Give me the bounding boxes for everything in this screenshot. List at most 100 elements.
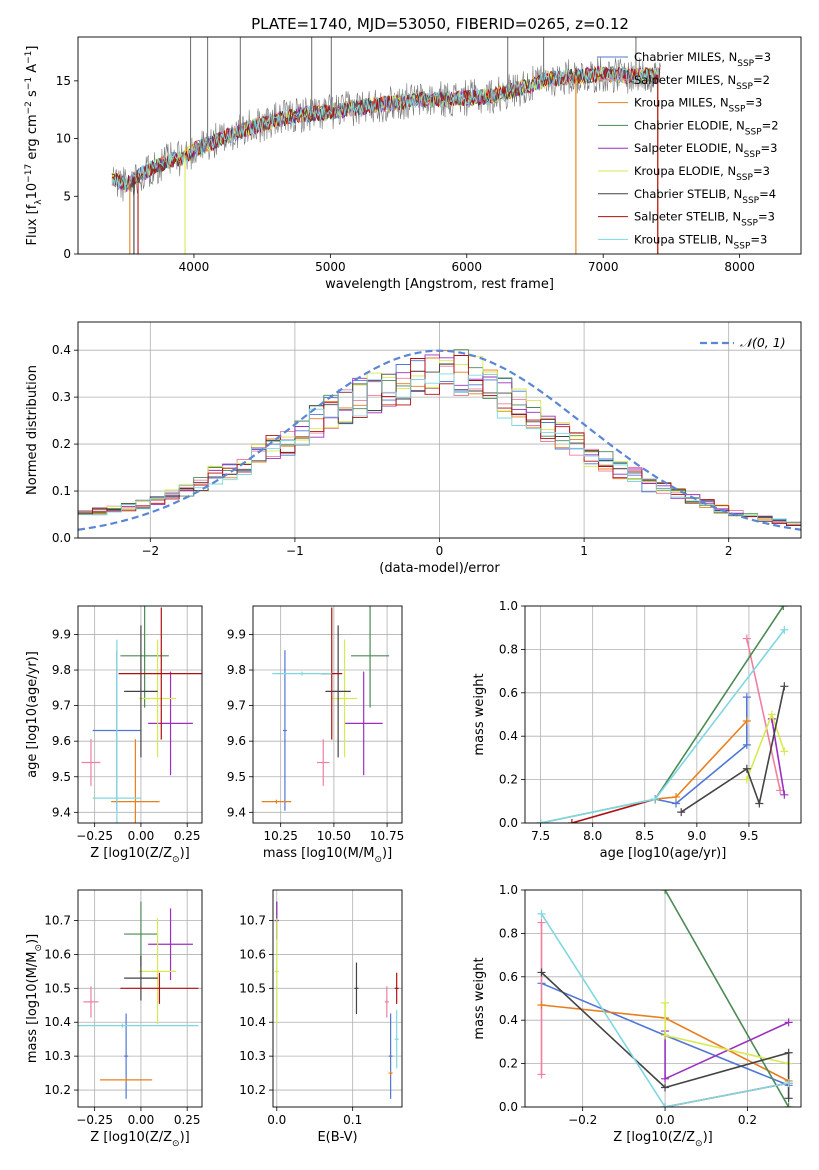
histogram-ytick-label: 0.1	[52, 484, 71, 498]
age-vs-mass-ytick-label: 9.9	[227, 627, 246, 641]
series-marker-5	[780, 747, 789, 756]
age-vs-mass-axes: 10.25 10.50 10.75 9.4 9.5 9.6 9.7 9.8 9.9 mass [l…	[227, 606, 404, 865]
spectrum-legend: Chabrier MILES, NSSP=3 Salpeter MILES, NS…	[598, 50, 779, 251]
mass-vs-EBV-axes: 0.0 0.1 10.2 10.3 10.4 10.5 10.6 10.7 E(B-V)	[239, 890, 402, 1145]
age-vs-mass-ytick-label: 9.6	[227, 734, 246, 748]
series-marker-6	[780, 682, 789, 691]
spectrum-ytick-label: 0	[63, 247, 71, 261]
mass-vs-EBV-xtick-label: 0.0	[267, 1113, 286, 1127]
series-marker-6	[537, 968, 546, 977]
age-vs-mass-ytick-label: 9.8	[227, 663, 246, 677]
histogram-frame	[77, 321, 802, 539]
mass-vs-Z-ytick-label: 10.5	[44, 981, 71, 995]
series-marker-3	[779, 606, 788, 610]
mass-weight-vs-Z-ytick-label: 0.6	[499, 970, 518, 984]
histogram-xlabel: (data-model)/error	[379, 561, 500, 576]
mass-vs-EBV-ytick-label: 10.4	[239, 1015, 266, 1029]
histogram-ytick-label: 0.2	[52, 437, 71, 451]
mass-weight-vs-age-series	[536, 606, 789, 823]
histogram-step-line	[78, 355, 801, 526]
legend-label-5: Kroupa ELODIE, NSSP=3	[634, 164, 770, 183]
series-line-6	[680, 686, 786, 813]
mass-weight-vs-Z-xlabel: Z [log10(Z/Z⊙)]	[613, 1130, 712, 1149]
mass-weight-vs-Z-xtick-label: −0.2	[568, 1113, 597, 1127]
series-marker-5	[742, 775, 751, 784]
mass-vs-Z-ylabel: mass [log10(M/M⊙)]	[25, 934, 44, 1063]
mass-weight-vs-Z-ytick-label: 1.0	[499, 883, 518, 897]
mass-weight-vs-age-ylabel: mass weight	[472, 673, 487, 755]
mass-weight-vs-age-xtick-label: 7.5	[531, 829, 550, 843]
spectrum-ytick-label: 15	[56, 74, 71, 88]
histogram-xtick-label: 1	[580, 544, 588, 558]
mass-vs-Z-ytick-label: 10.3	[44, 1049, 71, 1063]
legend-label-7: Salpeter STELIB, NSSP=3	[634, 210, 775, 229]
histogram-ytick-label: 0.0	[52, 531, 71, 545]
series-marker-4	[661, 1074, 670, 1083]
histogram-series	[78, 349, 801, 531]
series-line-8	[540, 913, 789, 1107]
legend-label-1: Salpeter MILES, NSSP=2	[634, 73, 770, 92]
mass-vs-Z-ytick-label: 10.2	[44, 1083, 71, 1097]
mass-vs-EBV-ytick-label: 10.2	[239, 1083, 266, 1097]
spectrum-xtick-label: 5000	[315, 260, 346, 274]
series-marker-8	[780, 625, 789, 634]
spectrum-xlabel: wavelength [Angstrom, rest frame]	[325, 277, 554, 292]
mass-weight-vs-age-ytick-label: 0.2	[499, 773, 518, 787]
age-vs-Z-xlabel: Z [log10(Z/Z⊙)]	[90, 846, 189, 865]
mass-weight-vs-age-xtick-label: 8.0	[583, 829, 602, 843]
age-vs-mass-points	[261, 606, 390, 811]
age-vs-Z-points	[81, 606, 202, 823]
series-marker-8	[651, 795, 660, 804]
age-vs-Z-xtick-label: 0.25	[174, 829, 201, 843]
age-vs-mass-xtick-label: 10.25	[263, 829, 297, 843]
series-marker-6	[755, 799, 764, 808]
series-marker-5	[767, 710, 776, 719]
mass-vs-EBV-xtick-label: 0.1	[343, 1113, 362, 1127]
series-marker-8	[537, 909, 546, 918]
series-marker-6	[784, 1048, 793, 1057]
histogram-ylabel: Normed distribution	[25, 365, 40, 495]
gaussian-legend-label: 𝒩(0, 1)	[740, 335, 786, 350]
age-vs-Z-ytick-label: 9.6	[52, 734, 71, 748]
mass-vs-EBV-points	[274, 901, 399, 1099]
age-vs-Z-frame	[77, 605, 203, 824]
series-marker-7	[567, 819, 576, 823]
spectrum-xtick-label: 4000	[179, 260, 210, 274]
histogram-xtick-label: −2	[141, 544, 159, 558]
legend-label-4: Salpeter ELODIE, NSSP=3	[634, 141, 777, 160]
histogram-xtick-label: −1	[286, 544, 304, 558]
spectrum-ytick-label: 5	[63, 189, 71, 203]
mass-vs-Z-axes: −0.25 0.00 0.25 10.2 10.3 10.4 10.5 10.6 10.7 Z […	[25, 890, 202, 1149]
series-marker-2	[672, 792, 681, 801]
legend-label-6: Chabrier STELIB, NSSP=4	[634, 187, 776, 206]
mass-vs-Z-ytick-label: 10.7	[44, 914, 71, 928]
spectrum-title: PLATE=1740, MJD=53050, FIBERID=0265, z=0…	[251, 15, 629, 33]
series-marker-3	[661, 890, 670, 894]
mass-vs-Z-ytick-label: 10.4	[44, 1015, 71, 1029]
spectrum-xtick-label: 7000	[588, 260, 619, 274]
age-vs-Z-ytick-label: 9.4	[52, 805, 71, 819]
mass-vs-Z-xlabel: Z [log10(Z/Z⊙)]	[90, 1130, 189, 1149]
series-marker-5	[661, 1031, 670, 1040]
series-marker-4	[780, 790, 789, 799]
histogram-xtick-label: 2	[725, 544, 733, 558]
series-marker-2	[537, 1001, 546, 1010]
legend-label-3: Chabrier ELODIE, NSSP=2	[634, 118, 779, 137]
histogram-step-line	[78, 373, 801, 523]
age-vs-Z-xtick-label: 0.00	[128, 829, 155, 843]
series-marker-8	[661, 1103, 670, 1107]
series-marker-1	[537, 1070, 546, 1079]
series-line-6	[540, 971, 790, 1099]
spectrum-ytick-label: 10	[56, 132, 71, 146]
age-vs-mass-ytick-label: 9.4	[227, 805, 246, 819]
histogram-ytick-label: 0.4	[52, 343, 71, 357]
observed-spectrum-line	[111, 56, 661, 202]
age-vs-mass-ytick-label: 9.5	[227, 770, 246, 784]
mass-weight-vs-age-frame	[524, 605, 802, 824]
mass-vs-EBV-ytick-label: 10.5	[239, 981, 266, 995]
mass-weight-vs-Z-series	[537, 890, 793, 1107]
age-vs-mass-xtick-label: 10.75	[370, 829, 404, 843]
series-marker-3	[784, 1103, 793, 1107]
